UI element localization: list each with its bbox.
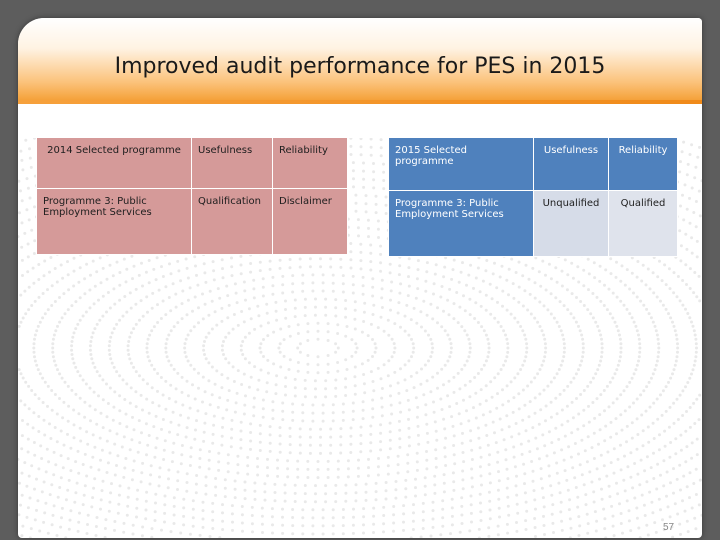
table-2015: 2015 Selected programme Usefulness Relia… — [388, 137, 678, 257]
table-2015-cell-reliability: Qualified — [608, 190, 678, 257]
table-2014-cell-programme: Programme 3: Public Employment Services — [36, 188, 192, 255]
slide: Improved audit performance for PES in 20… — [18, 18, 702, 538]
table-2015-header-reliability: Reliability — [608, 137, 678, 191]
table-2014-cell-usefulness: Qualification — [191, 188, 273, 255]
page-number: 57 — [663, 522, 675, 533]
table-2014-header-programme: 2014 Selected programme — [36, 137, 192, 189]
table-2015-cell-programme: Programme 3: Public Employment Services — [388, 190, 534, 257]
table-2014: 2014 Selected programme Usefulness Relia… — [36, 137, 348, 255]
slide-title: Improved audit performance for PES in 20… — [114, 54, 606, 79]
title-bar: Improved audit performance for PES in 20… — [18, 18, 702, 104]
table-2014-cell-reliability: Disclaimer — [272, 188, 348, 255]
table-2015-cell-usefulness: Unqualified — [533, 190, 609, 257]
table-2015-header-programme: 2015 Selected programme — [388, 137, 534, 191]
table-2014-header-reliability: Reliability — [272, 137, 348, 189]
table-2014-header-usefulness: Usefulness — [191, 137, 273, 189]
table-2015-header-usefulness: Usefulness — [533, 137, 609, 191]
